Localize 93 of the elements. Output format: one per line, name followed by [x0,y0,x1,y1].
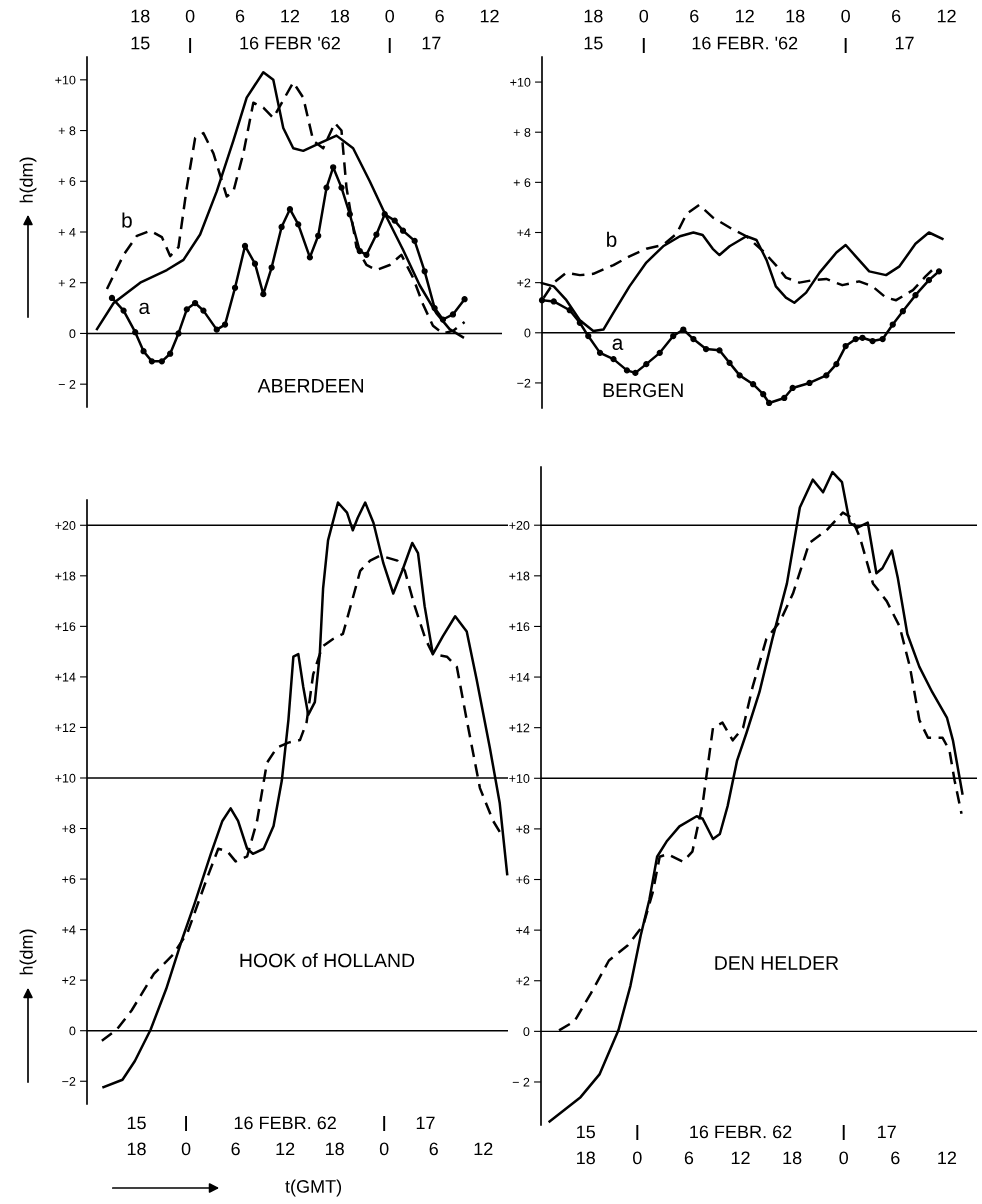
x-tick-label: 6 [684,1151,694,1165]
y-tick-label: 0 [524,328,531,338]
y-tick-label: + 6 [58,177,76,186]
y-tick-label: + 6 [513,178,531,188]
x-tick-label: 0 [379,1142,389,1156]
y-tick-label: +4 [516,926,530,935]
y-axis-title: h(dm) [19,157,37,203]
x-tick-label: 6 [429,1142,438,1156]
x2-tick-label: 15 [584,36,603,50]
x-tick-label: 12 [731,1151,750,1165]
y-tick-label: +10 [55,773,76,783]
x-tick-label: 18 [577,1151,595,1165]
y-tick-label: +2 [62,975,76,985]
x-tick-label: 0 [185,9,195,23]
y-tick-label: +10 [510,77,531,87]
x2-tick-label: 17 [878,1125,896,1139]
x-tick-label: 12 [736,9,754,23]
y-tick-label: +2 [516,976,530,986]
y-tick-label: + 8 [58,126,76,136]
y-tick-label: +20 [509,521,530,530]
y-tick-label: +18 [509,571,530,581]
y-tick-label: 0 [523,1027,530,1037]
y-tick-label: + 2 [58,278,76,288]
y-tick-label: + 4 [58,227,76,237]
x-tick-label: 18 [131,9,150,23]
series-label: b [607,231,617,247]
text: HOOK of HOLLAND [240,953,415,968]
x-axis-title: t(GMT) [285,1179,342,1197]
x-tick-label: 18 [584,9,603,23]
x-tick-label: 0 [181,1142,191,1156]
x-tick-label: 6 [892,9,901,23]
y-tick-label: +10 [509,774,530,783]
x-tick-label: 0 [385,9,395,23]
x-tick-label: 12 [480,9,499,23]
x2-tick-label: 16 FEBR '62 [240,36,340,50]
x-tick-label: 6 [231,1142,240,1156]
x-tick-label: 18 [325,1142,344,1156]
y-tick-label: −2 [517,378,531,388]
text: BERGEN [603,383,683,398]
x-tick-label: 12 [276,1142,295,1156]
y-tick-label: +4 [62,925,76,935]
x-tick-label: 6 [235,9,245,23]
x2-tick-label: 16 FEBR. '62 [692,36,798,50]
x-tick-label: 12 [474,1142,493,1156]
y-tick-label: + 8 [513,128,531,137]
y-tick-label: +16 [55,622,76,632]
x2-tick-label: 15 [127,1116,146,1130]
y-tick-label: +20 [55,521,76,530]
x-tick-label: 0 [639,9,649,23]
x-tick-label: 6 [690,9,699,23]
x2-tick-label: 15 [577,1125,595,1139]
series-label: a [139,302,151,315]
x-tick-label: 18 [783,1151,802,1165]
y-axis-title: h(dm) [19,929,37,975]
y-tick-label: 0 [69,1026,76,1036]
y-tick-label: +6 [62,874,76,884]
y-tick-label: +12 [509,723,530,733]
x2-tick-label: 16 FEBR. 62 [234,1116,336,1130]
x-tick-label: 6 [891,1151,900,1165]
y-tick-label: +6 [516,875,530,885]
y-tick-label: − 2 [58,379,76,389]
x-tick-label: 18 [127,1142,146,1156]
x-tick-label: 12 [938,1151,957,1165]
y-tick-label: +14 [509,672,530,682]
x-tick-label: 0 [839,1151,849,1165]
y-tick-label: +2 [517,278,531,288]
series-label: b [122,212,132,228]
y-tick-label: +10 [55,75,76,85]
y-tick-label: +4 [517,228,531,238]
x-tick-label: 12 [281,9,300,23]
y-tick-label: 0 [69,329,76,339]
x-tick-label: 12 [937,9,956,23]
y-tick-label: +16 [509,622,530,632]
x2-tick-label: 15 [131,36,150,50]
x2-tick-label: 17 [895,36,914,50]
x-tick-label: 18 [786,9,805,23]
y-tick-label: +14 [55,672,76,682]
text: ABERDEEN [257,379,363,393]
series-label: a [612,338,624,350]
y-tick-label: +8 [62,824,76,834]
text: DEN HELDER [715,956,839,970]
x2-tick-label: 16 FEBR. 62 [690,1125,792,1139]
x2-tick-label: 17 [416,1116,435,1130]
y-tick-label: +12 [55,723,76,732]
y-tick-label: +18 [55,571,76,581]
y-tick-label: −2 [62,1077,76,1086]
x-tick-label: 0 [841,9,850,23]
y-tick-label: +8 [516,824,530,834]
x-tick-label: 0 [633,1151,642,1165]
y-tick-label: − 2 [512,1077,530,1087]
x-tick-label: 6 [435,9,444,23]
x-tick-label: 18 [331,9,350,23]
x2-tick-label: 17 [422,36,441,50]
